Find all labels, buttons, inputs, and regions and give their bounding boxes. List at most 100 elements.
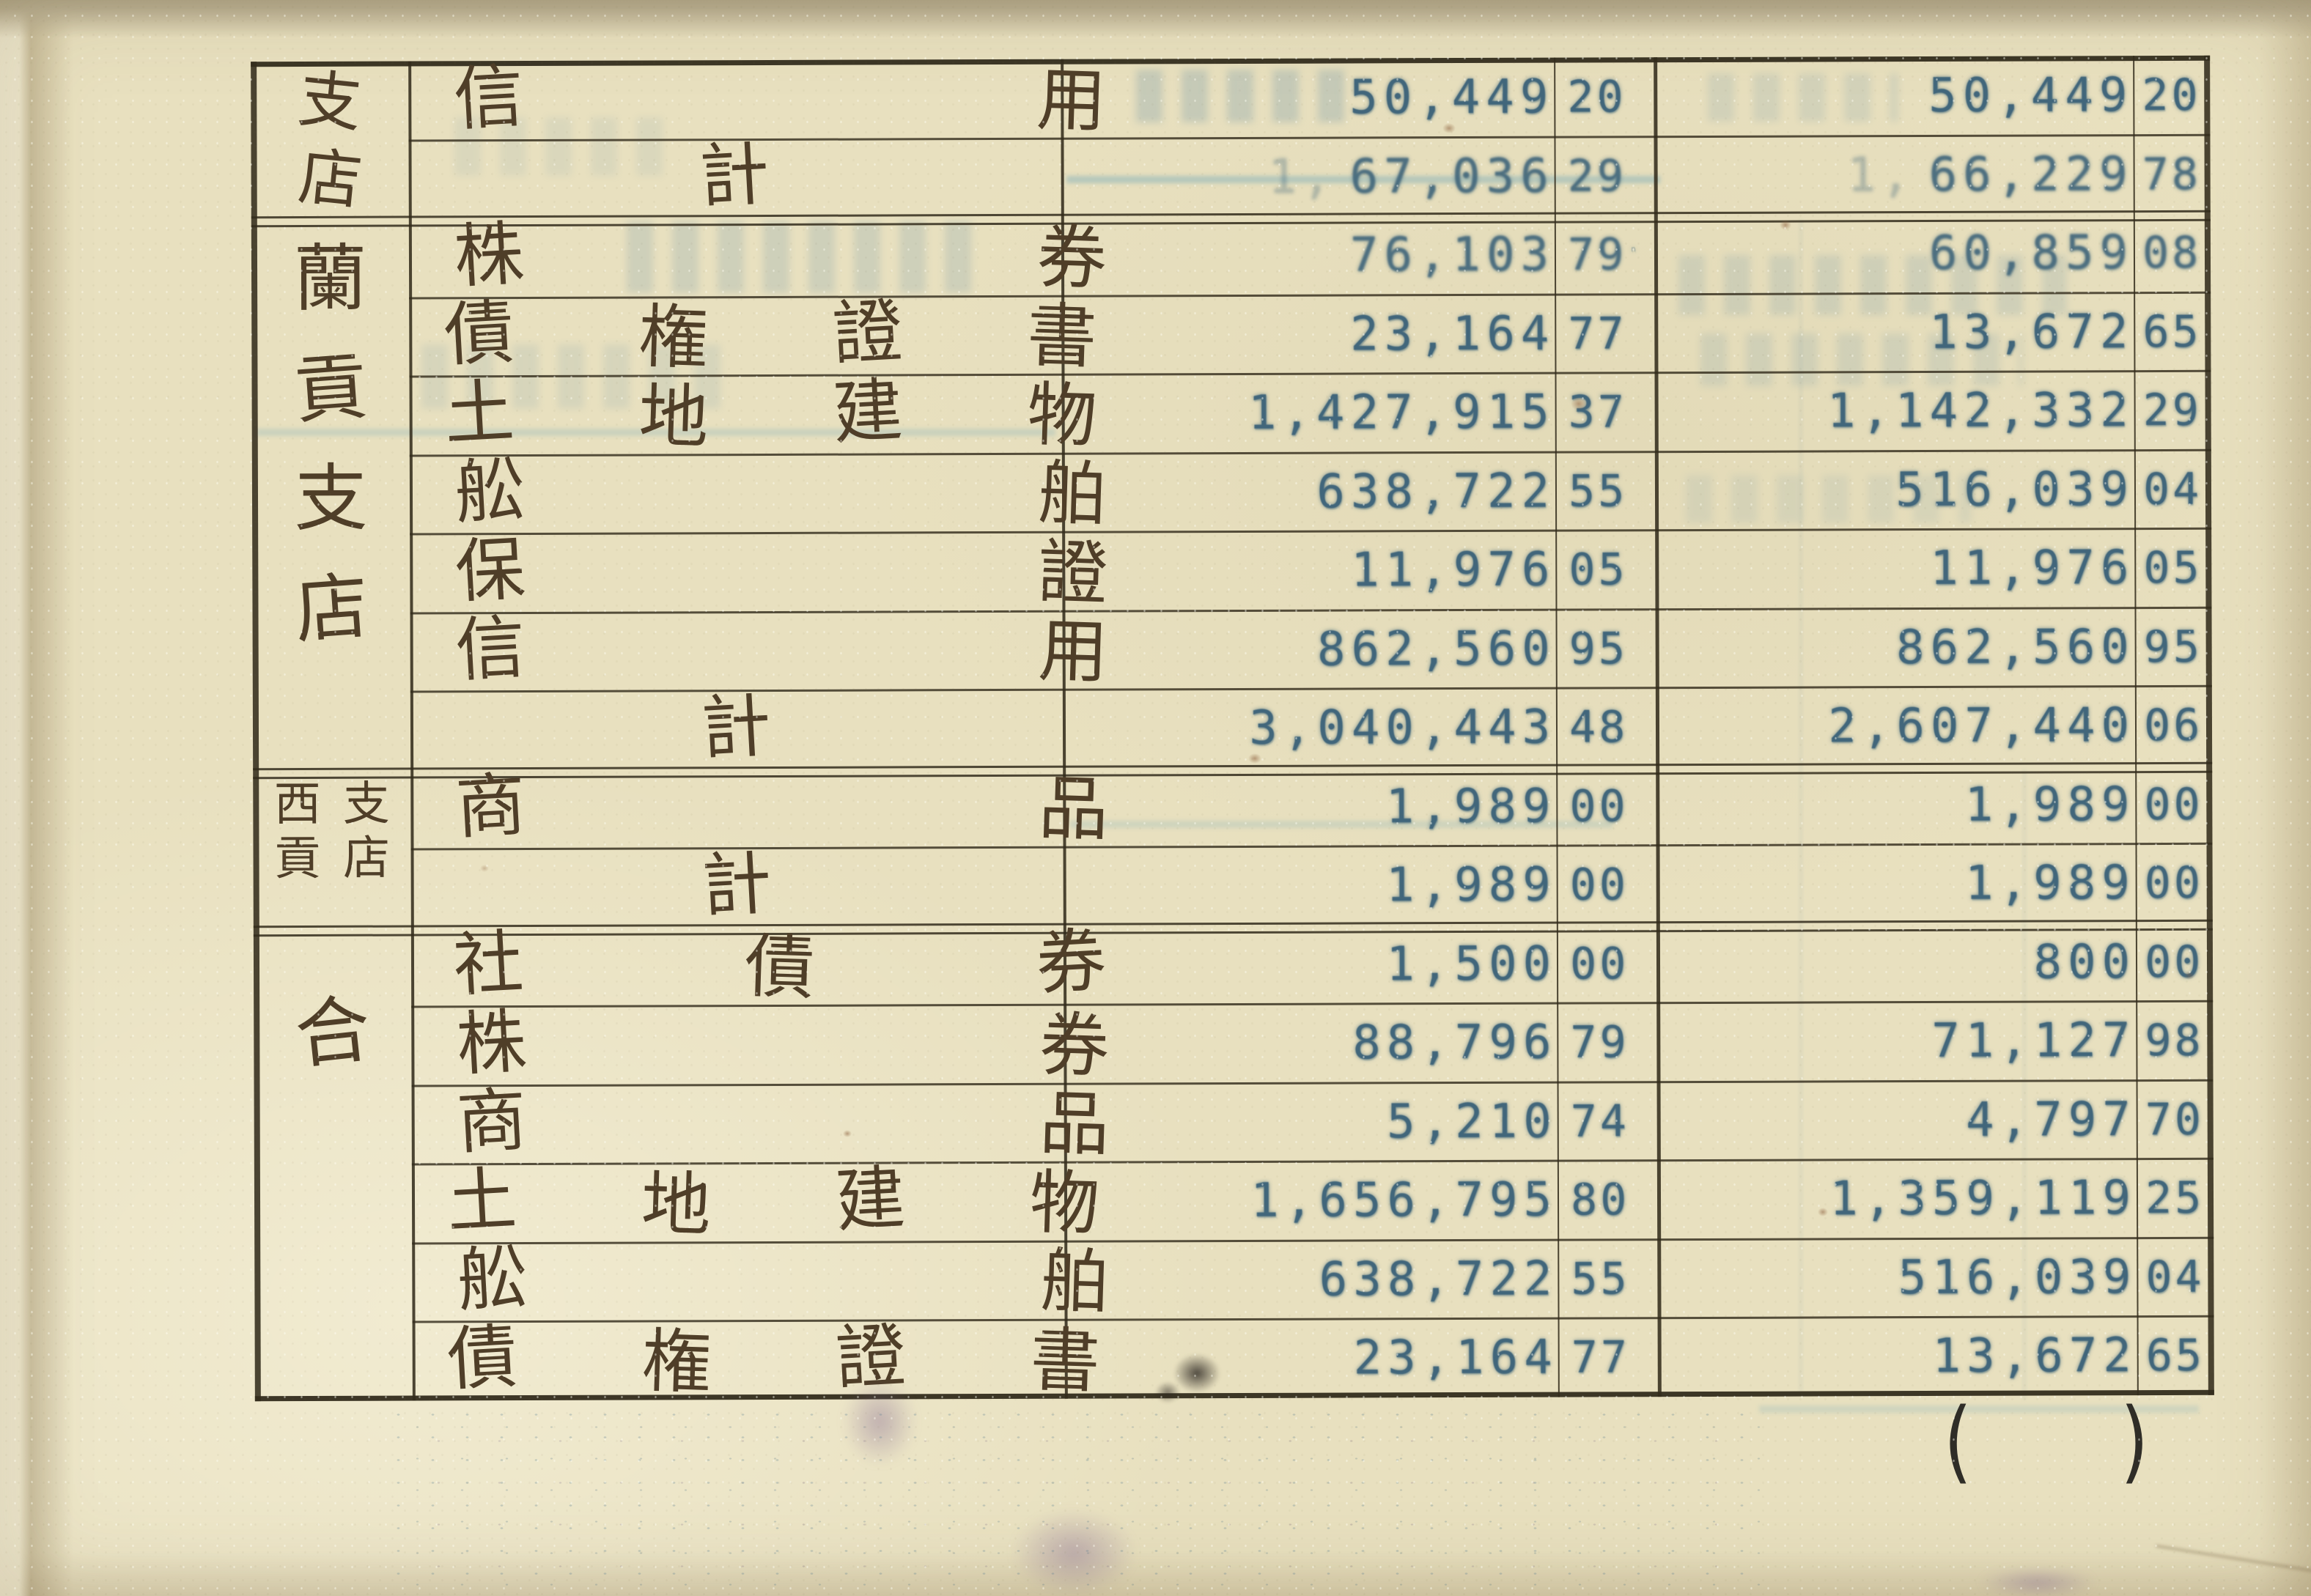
- amount-main: 1,989: [1385, 857, 1557, 913]
- amount1-cents-cell: 77: [1558, 1318, 1671, 1397]
- amount-main: 1,500: [1386, 936, 1558, 991]
- amount1-cents-cell: 95: [1555, 609, 1668, 687]
- amount-main: 60,859: [1928, 226, 2134, 281]
- amount-cents: 48: [1569, 701, 1629, 753]
- item-cell: 信用: [408, 56, 1151, 142]
- amount2-main-cell: 1,142,332: [1654, 371, 2151, 451]
- amount-value: 50,449: [1349, 70, 1554, 125]
- amount1-cents-cell: 79 n: [1555, 215, 1667, 294]
- amount-cents: 98: [2145, 1014, 2204, 1067]
- amount-main: 50,449: [1928, 68, 2134, 124]
- amount-main: 88,796: [1352, 1015, 1558, 1071]
- amount-main: 23,164: [1353, 1330, 1558, 1386]
- item-char: 保: [453, 528, 528, 613]
- item-char: 建: [830, 369, 905, 454]
- amount-value: 71,127: [1931, 1013, 2136, 1068]
- amount2-main-cell: 50,449: [1654, 56, 2150, 136]
- amount2-main-cell: 11,976: [1655, 528, 2152, 609]
- section-label-char: 支: [294, 62, 365, 141]
- amount2-cents-cell: 08: [2134, 213, 2215, 292]
- amount-value: 13,672: [1932, 1329, 2137, 1383]
- section-label-3: 合: [254, 928, 413, 1469]
- section-label-char: 西: [273, 777, 321, 832]
- page-total-paren-close: ): [2120, 1389, 2149, 1494]
- amount2-cents-cell: 98: [2136, 1001, 2217, 1080]
- amount-value: 23,164: [1350, 306, 1555, 361]
- amount-cents: 65: [2145, 1329, 2205, 1382]
- amount2-cents-cell: 70: [2137, 1080, 2218, 1159]
- amount1-cents-cell: 48: [1556, 687, 1669, 766]
- amount2-cents-cell: 25: [2137, 1159, 2218, 1238]
- amount2-main-cell: 13,672: [1654, 292, 2151, 372]
- item-cell: 商品: [412, 1080, 1155, 1167]
- amount2-cents-cell: 00: [2135, 765, 2216, 843]
- amount-main: 1,359,119: [1829, 1171, 2137, 1227]
- amount1-main-cell: 1,500: [1064, 925, 1576, 1005]
- amount2-cents-cell: 00: [2136, 923, 2217, 1001]
- amount2-cents-cell: 00: [2135, 843, 2216, 923]
- amount1-cents-cell: 79: [1557, 1002, 1670, 1082]
- amount-main: 3,040,443: [1249, 700, 1557, 755]
- amount-main: 13,672: [1929, 304, 2134, 360]
- amount-value: 60,859: [1929, 226, 2134, 281]
- amount2-main-cell: 1, 66,229: [1654, 135, 2150, 215]
- amount-main: 1,427,915: [1247, 385, 1555, 440]
- amount1-main-cell: 3,040,443: [1063, 688, 1575, 769]
- amount-value: 5,210: [1387, 1094, 1558, 1149]
- item-char: 商: [454, 764, 528, 849]
- item-char: 信: [453, 607, 528, 692]
- amount1-main-cell: 50,449: [1061, 58, 1573, 138]
- item-char: 計: [697, 133, 772, 218]
- amount1-cents-cell: 00: [1556, 766, 1669, 845]
- amount-cents: 55: [1571, 1252, 1630, 1305]
- section-label-0: 支店: [251, 62, 409, 220]
- amount-value: 1,989: [1386, 858, 1557, 913]
- amount-cents: 08: [2142, 226, 2202, 279]
- item-char: 舩: [455, 1237, 530, 1322]
- amount-main: 11,976: [1930, 541, 2135, 596]
- amount-main: 13,672: [1932, 1329, 2137, 1384]
- amount-value: 13,672: [1929, 305, 2134, 360]
- speckle-band: [381, 1403, 1774, 1586]
- amount-cents: 29: [1567, 149, 1626, 202]
- section-label-char: 店: [291, 563, 372, 654]
- purple-stain: [1979, 1568, 2096, 1596]
- amount2-main-cell: 1,989: [1656, 765, 2153, 845]
- item-char: 證: [833, 1315, 908, 1400]
- amount1-cents-cell: 55: [1555, 451, 1668, 530]
- amount1-cents-cell: 74: [1558, 1082, 1670, 1160]
- amount-main: 76,103: [1349, 227, 1555, 283]
- amount-cents: 05: [1569, 544, 1628, 596]
- amount-cents: 00: [1569, 780, 1629, 832]
- section-label-char: 支: [294, 455, 368, 542]
- amount-main: 862,560: [1895, 619, 2135, 675]
- amount1-cents-cell: 00: [1557, 845, 1670, 924]
- amount-value: 1,427,915: [1248, 385, 1555, 440]
- amount1-main-cell: 1,989: [1064, 846, 1576, 926]
- item-char: 株: [454, 1001, 529, 1086]
- item-char: 権: [637, 296, 709, 380]
- amount-main: 800: [2033, 934, 2137, 990]
- amount-cents: 20: [1567, 71, 1626, 123]
- amount-cents: 55: [1568, 465, 1628, 517]
- amount-main: 1,656,795: [1250, 1172, 1558, 1228]
- amount-cents: 74: [1570, 1095, 1630, 1148]
- item-char: 土: [444, 1159, 519, 1244]
- item-char: 舩: [452, 449, 527, 534]
- amount-value: 88,796: [1352, 1016, 1557, 1071]
- amount-cents: 04: [2145, 1251, 2205, 1303]
- amount-value: 1,989: [1965, 856, 2136, 911]
- amount2-cents-cell: 06: [2135, 686, 2216, 765]
- amount-value: 1,989: [1386, 779, 1557, 834]
- item-cell: 株券: [409, 213, 1152, 300]
- amount-cents: 00: [1569, 859, 1629, 911]
- amount-value: 638,722: [1316, 464, 1555, 519]
- amount2-cents-cell: 65: [2137, 1316, 2219, 1395]
- amount1-main-cell: 1, 67,036: [1061, 137, 1573, 217]
- amount1-main-cell: 88,796: [1064, 1003, 1576, 1084]
- item-cell: 信用: [410, 607, 1153, 694]
- section-label-char: 店: [342, 831, 391, 886]
- amount2-main-cell: 516,039: [1655, 450, 2152, 530]
- item-cell: 債権證書: [409, 291, 1132, 380]
- amount1-cents-cell: 05: [1555, 530, 1668, 609]
